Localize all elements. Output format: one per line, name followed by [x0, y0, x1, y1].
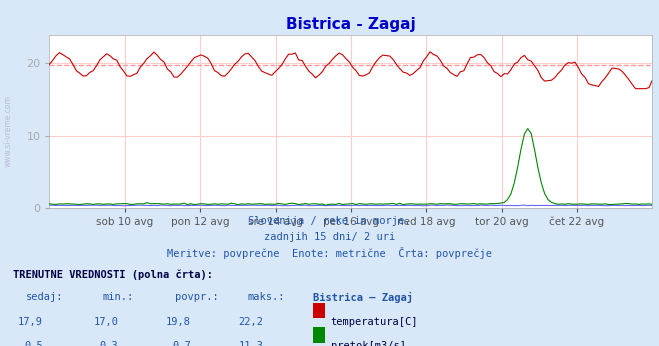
Title: Bistrica - Zagaj: Bistrica - Zagaj [286, 17, 416, 32]
Text: 11,3: 11,3 [239, 341, 264, 346]
Text: 22,2: 22,2 [239, 317, 264, 327]
Text: 17,0: 17,0 [94, 317, 119, 327]
Text: zadnjih 15 dni/ 2 uri: zadnjih 15 dni/ 2 uri [264, 232, 395, 242]
Text: Slovenija / reke in morje.: Slovenija / reke in morje. [248, 216, 411, 226]
Text: temperatura[C]: temperatura[C] [331, 317, 418, 327]
Text: 19,8: 19,8 [166, 317, 191, 327]
Text: Bistrica – Zagaj: Bistrica – Zagaj [313, 292, 413, 303]
Text: sedaj:: sedaj: [26, 292, 64, 302]
Text: maks.:: maks.: [247, 292, 285, 302]
Text: min.:: min.: [102, 292, 133, 302]
Text: www.si-vreme.com: www.si-vreme.com [3, 95, 13, 167]
Text: 17,9: 17,9 [18, 317, 43, 327]
Text: 0,7: 0,7 [173, 341, 191, 346]
Text: 0,3: 0,3 [100, 341, 119, 346]
Text: Meritve: povprečne  Enote: metrične  Črta: povprečje: Meritve: povprečne Enote: metrične Črta:… [167, 247, 492, 260]
Text: 0,5: 0,5 [24, 341, 43, 346]
Text: pretok[m3/s]: pretok[m3/s] [331, 341, 406, 346]
Text: TRENUTNE VREDNOSTI (polna črta):: TRENUTNE VREDNOSTI (polna črta): [13, 270, 213, 280]
Text: povpr.:: povpr.: [175, 292, 218, 302]
